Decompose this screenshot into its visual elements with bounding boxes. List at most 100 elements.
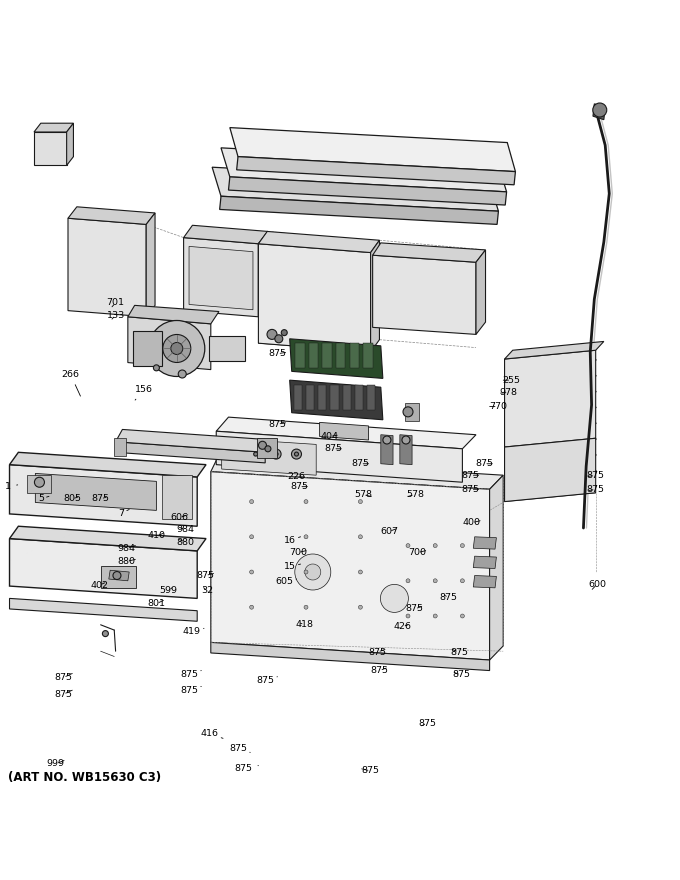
Text: 875: 875 (54, 690, 72, 699)
Text: 875: 875 (92, 495, 109, 503)
Circle shape (295, 554, 330, 590)
Polygon shape (367, 385, 375, 410)
Text: 700: 700 (409, 548, 426, 557)
Polygon shape (505, 341, 604, 359)
Polygon shape (211, 472, 490, 660)
Polygon shape (10, 539, 197, 598)
Polygon shape (184, 238, 258, 317)
Text: 875: 875 (475, 459, 493, 468)
Circle shape (593, 103, 607, 117)
Polygon shape (258, 231, 268, 317)
Circle shape (163, 334, 191, 363)
Text: 32: 32 (201, 586, 214, 595)
Polygon shape (10, 465, 197, 526)
Circle shape (258, 441, 267, 450)
Circle shape (149, 320, 205, 377)
Polygon shape (128, 305, 219, 324)
Circle shape (305, 564, 321, 580)
Text: 5: 5 (38, 495, 49, 503)
Text: 578: 578 (406, 490, 424, 499)
Polygon shape (220, 196, 498, 224)
Circle shape (358, 605, 362, 609)
Polygon shape (10, 526, 206, 551)
Text: 880: 880 (118, 557, 135, 566)
Circle shape (380, 584, 409, 612)
Text: 605: 605 (275, 577, 296, 586)
Circle shape (304, 570, 308, 574)
Polygon shape (473, 556, 496, 568)
Text: 875: 875 (587, 485, 605, 494)
Polygon shape (27, 475, 51, 493)
Polygon shape (258, 244, 371, 352)
Polygon shape (212, 167, 498, 211)
Text: 875: 875 (256, 676, 277, 685)
Polygon shape (593, 104, 605, 120)
Text: 418: 418 (296, 620, 313, 629)
Polygon shape (505, 438, 596, 502)
Text: 7: 7 (118, 509, 129, 517)
Text: 419: 419 (183, 627, 204, 636)
Polygon shape (363, 343, 373, 368)
Polygon shape (228, 177, 507, 205)
Text: 875: 875 (180, 671, 201, 679)
Circle shape (254, 452, 258, 456)
Text: 875: 875 (235, 764, 258, 773)
Text: 999: 999 (47, 759, 65, 768)
Circle shape (154, 365, 159, 370)
Polygon shape (322, 343, 332, 368)
Polygon shape (473, 537, 496, 549)
Polygon shape (10, 452, 206, 477)
Text: 875: 875 (462, 485, 479, 494)
Circle shape (383, 436, 391, 444)
Circle shape (267, 329, 277, 340)
Circle shape (103, 631, 108, 636)
Polygon shape (381, 435, 393, 465)
Polygon shape (330, 385, 339, 410)
Polygon shape (184, 225, 268, 244)
Polygon shape (257, 438, 277, 458)
Text: 701: 701 (107, 298, 124, 307)
Polygon shape (371, 240, 379, 352)
Polygon shape (320, 422, 369, 440)
Circle shape (402, 436, 410, 444)
Circle shape (294, 452, 299, 456)
Polygon shape (209, 336, 245, 361)
Polygon shape (189, 246, 253, 310)
Polygon shape (505, 350, 596, 447)
Circle shape (433, 579, 437, 583)
Text: 875: 875 (371, 666, 388, 675)
Polygon shape (34, 132, 67, 165)
Polygon shape (258, 231, 379, 253)
Polygon shape (336, 343, 345, 368)
Polygon shape (116, 429, 273, 452)
Polygon shape (221, 148, 507, 192)
Text: 875: 875 (54, 673, 72, 682)
Polygon shape (116, 442, 265, 463)
Polygon shape (146, 213, 155, 317)
Text: 400: 400 (463, 518, 481, 527)
Polygon shape (294, 385, 302, 410)
Polygon shape (211, 458, 503, 489)
Text: 875: 875 (406, 605, 424, 613)
Text: 875: 875 (229, 744, 250, 753)
Circle shape (358, 570, 362, 574)
Polygon shape (290, 380, 383, 420)
Polygon shape (68, 218, 146, 317)
Text: 156: 156 (135, 385, 153, 400)
Text: 875: 875 (180, 686, 201, 695)
Text: 416: 416 (201, 730, 223, 738)
Text: 226: 226 (288, 473, 305, 481)
Polygon shape (373, 243, 486, 262)
Polygon shape (222, 438, 316, 475)
Polygon shape (216, 417, 476, 449)
Text: 700: 700 (289, 548, 307, 557)
Text: 255: 255 (503, 376, 520, 385)
Text: 875: 875 (452, 671, 470, 679)
Polygon shape (373, 255, 476, 334)
Text: 875: 875 (586, 471, 604, 480)
Polygon shape (306, 385, 314, 410)
Text: 770: 770 (489, 402, 507, 411)
Polygon shape (230, 128, 515, 172)
Text: 875: 875 (369, 648, 386, 656)
Text: 875: 875 (352, 459, 369, 468)
